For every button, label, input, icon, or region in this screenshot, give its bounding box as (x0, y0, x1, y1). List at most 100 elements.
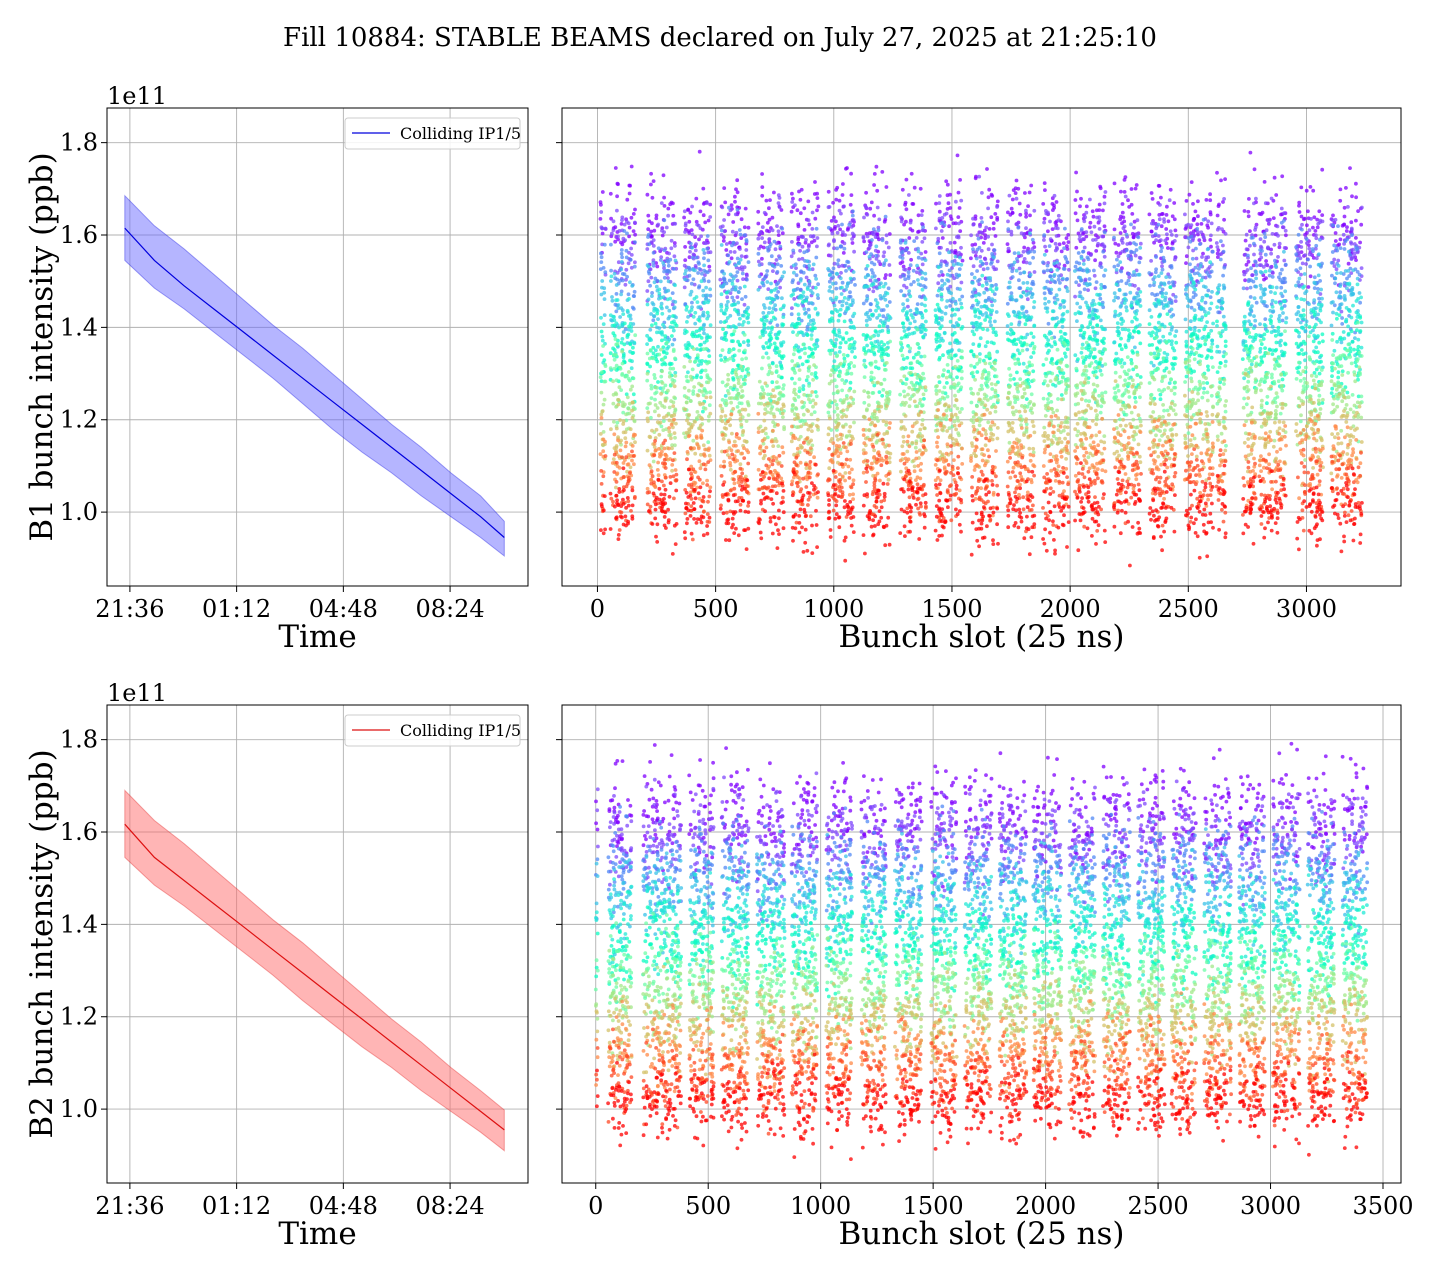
bunch-point (777, 205, 782, 210)
bunch-point (651, 260, 656, 265)
bunch-point (978, 336, 983, 341)
y-axis-label: B1 bunch intensity (ppb) (24, 152, 60, 541)
bunch-point (672, 413, 677, 417)
bunch-point (654, 534, 658, 539)
bunch-point (841, 299, 845, 304)
bunch-point (761, 456, 766, 461)
bunch-point (871, 391, 876, 395)
bunch-point (683, 435, 688, 440)
bunch-point (666, 520, 671, 525)
bunch-point (956, 262, 961, 266)
bunch-point (848, 500, 853, 504)
axes-frame (106, 107, 529, 587)
bunch-point (781, 322, 786, 327)
bunch-point (800, 362, 805, 367)
bunch-point (985, 379, 990, 384)
bunch-point (861, 459, 866, 464)
bunch-point (694, 521, 699, 525)
bunch-point (1009, 206, 1014, 211)
bunch-point (695, 300, 700, 304)
bunch-point (902, 477, 907, 482)
bunch-point (879, 308, 884, 313)
bunch-point (613, 302, 618, 307)
bunch-point (983, 403, 988, 408)
bunch-point (956, 215, 961, 220)
bunch-point (741, 382, 746, 387)
bunch-point (646, 297, 651, 302)
bunch-point (764, 351, 769, 356)
bunch-point (914, 236, 919, 240)
bunch-train (608, 164, 638, 541)
bunch-point (734, 274, 738, 278)
bunch-point (990, 470, 995, 475)
bunch-point (733, 263, 738, 268)
bunch-point (875, 471, 880, 476)
bunch-point (946, 505, 950, 510)
bunch-point (599, 251, 603, 256)
bunch-point (811, 404, 815, 409)
bunch-point (844, 414, 849, 419)
bunch-point (776, 332, 781, 337)
bunch-point (977, 344, 981, 348)
bunch-point (738, 502, 743, 507)
bunch-point (969, 552, 974, 557)
bunch-point (764, 341, 769, 345)
bunch-point (923, 285, 928, 290)
bunch-point (959, 301, 963, 306)
bunch-point (701, 481, 705, 486)
bunch-point (957, 317, 962, 321)
bunch-point (861, 503, 866, 508)
bunch-point (995, 483, 999, 488)
bunch-point (923, 277, 928, 282)
bunch-point (700, 368, 704, 373)
bunch-point (970, 272, 974, 276)
bunch-point (770, 215, 775, 220)
bunch-point (942, 281, 947, 286)
bunch-point (726, 377, 731, 382)
bunch-point (975, 233, 980, 238)
bunch-point (619, 289, 624, 294)
bunch-point (847, 429, 852, 434)
bunch-point (1028, 213, 1032, 218)
bunch-point (911, 355, 916, 360)
bunch-point (701, 509, 706, 514)
bunch-point (828, 253, 833, 258)
bunch-point (766, 311, 771, 315)
bunch-point (806, 369, 811, 373)
bunch-point (658, 400, 663, 405)
bunch-point (662, 275, 667, 280)
bunch-point (849, 171, 853, 176)
bunch-point (774, 258, 779, 262)
bunch-point (746, 403, 751, 408)
bunch-point (626, 519, 630, 524)
bunch-point (669, 436, 673, 441)
bunch-point (827, 447, 831, 451)
bunch-point (614, 392, 619, 397)
bunch-point (809, 372, 814, 376)
bunch-point (626, 479, 631, 484)
bunch-point (767, 476, 772, 481)
bunch-point (601, 531, 606, 536)
bunch-point (746, 504, 750, 508)
bunch-point (682, 285, 687, 290)
bunch-point (763, 509, 767, 514)
bunch-point (771, 399, 776, 404)
bunch-point (827, 273, 832, 277)
bunch-point (839, 271, 843, 275)
bunch-point (745, 400, 750, 404)
bunch-point (935, 444, 940, 449)
bunch-point (1005, 242, 1010, 247)
bunch-point (766, 356, 771, 360)
bunch-point (949, 444, 953, 448)
bunch-point (667, 405, 672, 410)
bunch-point (781, 510, 786, 515)
bunch-point (1027, 190, 1032, 195)
bunch-point (631, 229, 636, 234)
bunch-point (901, 274, 906, 278)
bunch-point (916, 434, 920, 439)
bunch-point (628, 280, 632, 285)
bunch-point (914, 441, 919, 446)
bunch-point (880, 437, 885, 442)
bunch-point (842, 538, 847, 543)
bunch-point (881, 284, 886, 289)
